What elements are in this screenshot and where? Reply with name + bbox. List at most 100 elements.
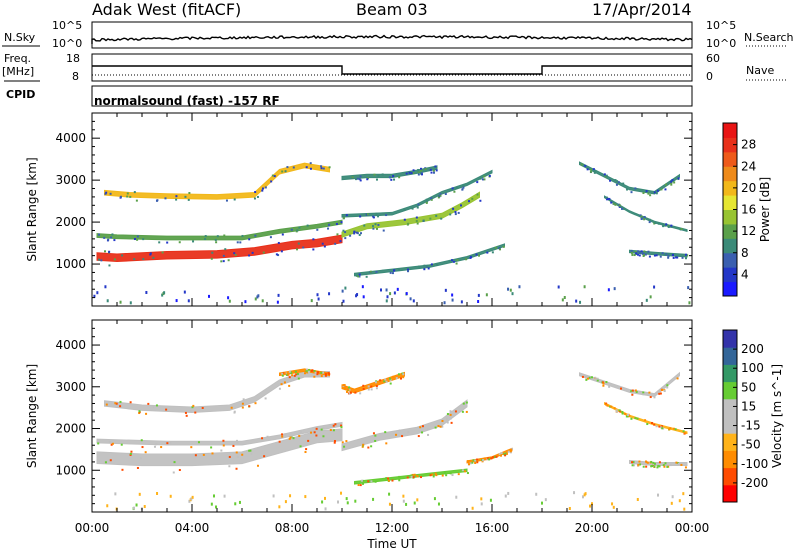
power-speckle <box>336 233 339 236</box>
velocity-speckle <box>466 472 469 475</box>
velocity-speckle <box>656 466 659 469</box>
power-speckle <box>248 238 251 241</box>
power-speckle <box>460 204 463 207</box>
velocity-speckle <box>386 477 389 480</box>
velocity-speckle <box>115 402 118 405</box>
velocity-speckle <box>254 402 257 405</box>
power-speckle <box>353 230 356 233</box>
power-speckle <box>375 178 378 181</box>
power-speckle <box>589 168 592 171</box>
power-speckle <box>215 241 218 244</box>
velocity-speckle <box>136 466 139 469</box>
power-speckle <box>647 192 650 195</box>
power-speckle <box>277 241 280 244</box>
velocity-speckle <box>434 426 437 429</box>
power-speckle <box>222 254 225 257</box>
power-speckle <box>609 179 612 182</box>
power-speckle <box>634 187 637 190</box>
power-speckle <box>653 254 656 257</box>
velocity-speckle <box>585 376 588 379</box>
power-speckle <box>256 195 259 198</box>
velocity-noise <box>416 498 419 502</box>
velocity-speckle <box>658 465 661 468</box>
velocity-speckle <box>483 457 486 460</box>
power-speckle <box>670 181 673 184</box>
velocity-speckle <box>504 452 507 455</box>
velocity-speckle <box>461 469 464 472</box>
power-speckle <box>631 253 634 256</box>
power-speckle <box>439 193 442 196</box>
velocity-speckle <box>664 462 667 465</box>
velocity-speckle <box>248 449 251 452</box>
velocity-speckle <box>264 397 267 400</box>
power-speckle <box>479 199 482 202</box>
velocity-speckle <box>281 374 284 377</box>
power-speckle <box>417 203 420 206</box>
power-speckle <box>210 257 213 260</box>
velocity-speckle <box>256 464 259 467</box>
velocity-speckle <box>427 428 430 431</box>
velocity-band-2 <box>104 371 330 413</box>
power-speckle <box>339 240 342 243</box>
velocity-speckle <box>613 407 616 410</box>
velocity-noise <box>657 493 660 497</box>
velocity-speckle <box>682 430 685 433</box>
velocity-colorbar-tick-label: 200 <box>741 342 764 356</box>
velocity-speckle <box>642 391 645 394</box>
velocity-speckle <box>675 461 678 464</box>
velocity-speckle <box>138 410 141 413</box>
velocity-speckle <box>314 371 317 374</box>
velocity-speckle <box>493 456 496 459</box>
velocity-speckle <box>300 431 303 434</box>
velocity-speckle <box>108 440 111 443</box>
power-speckle <box>261 189 264 192</box>
power-speckle <box>211 251 214 254</box>
freq-trace <box>92 65 692 75</box>
velocity-speckle <box>233 410 236 413</box>
power-speckle <box>608 197 611 200</box>
velocity-speckle <box>627 414 630 417</box>
xtick-label: 12:00 <box>375 521 410 535</box>
power-speckle <box>334 242 337 245</box>
velocity-speckle <box>651 465 654 468</box>
power-speckle <box>638 251 641 254</box>
power-colorbar-segment <box>723 209 737 225</box>
power-speckle <box>449 213 452 216</box>
velocity-speckle <box>375 384 378 387</box>
velocity-speckle <box>372 432 375 435</box>
power-speckle <box>659 255 662 258</box>
velocity-noise <box>573 491 576 495</box>
power-colorbar-tick-label: 20 <box>741 181 756 195</box>
velocity-speckle <box>145 412 148 415</box>
velocity-speckle <box>202 453 205 456</box>
power-speckle <box>126 192 129 195</box>
velocity-speckle <box>235 439 238 442</box>
power-speckle <box>590 170 593 173</box>
power-noise <box>104 285 107 289</box>
velocity-speckle <box>374 439 377 442</box>
power-speckle <box>373 173 376 176</box>
power-speckle <box>103 236 106 239</box>
power-noise <box>316 293 319 297</box>
power-speckle <box>323 245 326 248</box>
power-speckle <box>643 215 646 218</box>
velocity-speckle <box>341 441 344 444</box>
velocity-speckle <box>474 459 477 462</box>
velocity-speckle <box>282 371 285 374</box>
velocity-speckle <box>441 419 444 422</box>
velocity-speckle <box>511 447 514 450</box>
velocity-speckle <box>236 455 239 458</box>
power-speckle <box>269 236 272 239</box>
power-noise <box>396 287 399 291</box>
velocity-speckle <box>655 425 658 428</box>
velocity-speckle <box>645 461 648 464</box>
velocity-speckle <box>359 484 362 487</box>
power-speckle <box>297 242 300 245</box>
power-noise <box>119 300 122 304</box>
velocity-speckle <box>290 372 293 375</box>
power-speckle <box>149 253 152 256</box>
velocity-speckle <box>283 372 286 375</box>
velocity-speckle <box>621 412 624 415</box>
power-speckle <box>366 177 369 180</box>
power-speckle <box>648 218 651 221</box>
